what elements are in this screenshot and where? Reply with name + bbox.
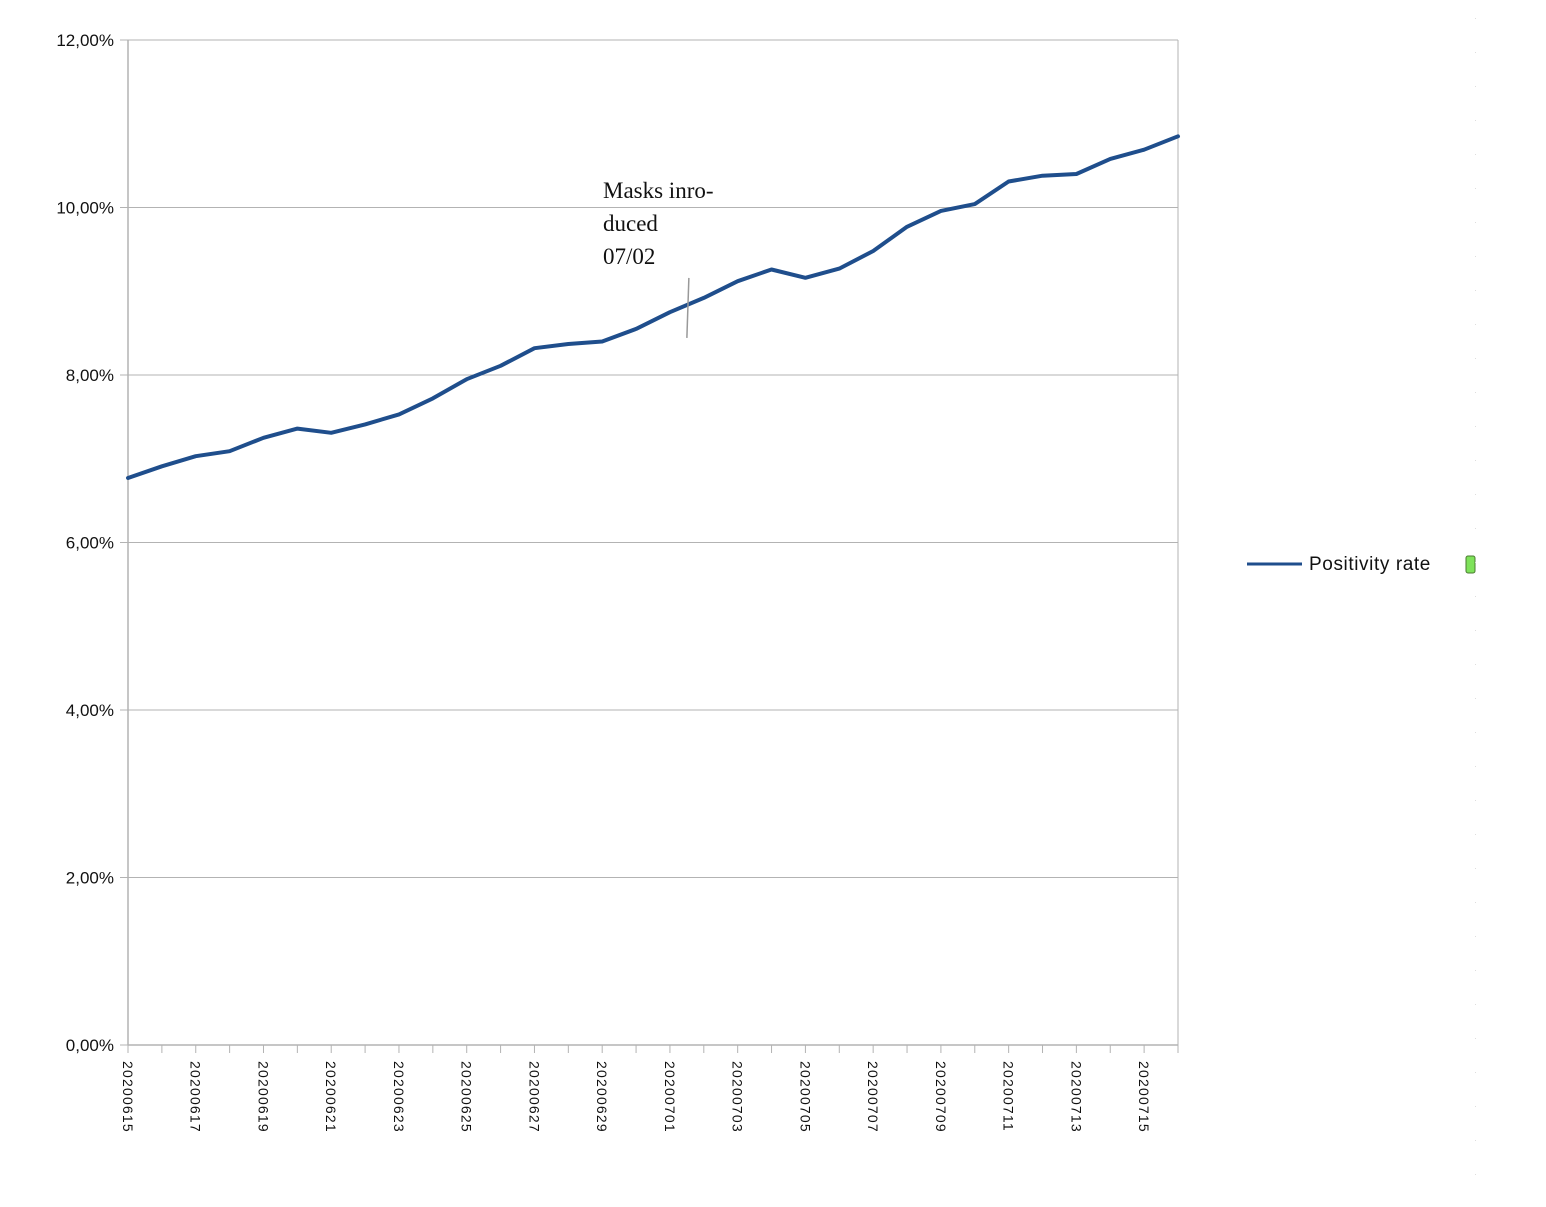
border-dot [1475,290,1476,291]
border-dot [1475,222,1476,223]
border-dot [1475,460,1476,461]
series-layer [126,134,1180,480]
border-dot [1475,970,1476,971]
x-tick-label: 20200701 [662,1061,678,1133]
border-dot [1475,1072,1476,1073]
border-dot [1475,1140,1476,1141]
y-axis-ticks: 0,00% 2,00% 4,00% 6,00% 8,00% 10,00% 12,00% [56,31,128,1055]
y-tick-label: 2,00% [66,869,114,888]
x-tick-label: 20200711 [1001,1061,1017,1132]
border-dot [1475,766,1476,767]
border-dot [1475,1038,1476,1039]
border-dot [1475,426,1476,427]
x-tick-label: 20200703 [730,1061,746,1133]
gridlines [128,39,1178,878]
border-dot [1475,324,1476,325]
border-dot [1475,664,1476,665]
y-tick-label: 8,00% [66,366,114,385]
border-dot [1475,528,1476,529]
x-tick-label: 20200621 [323,1061,339,1133]
border-dot [1475,392,1476,393]
border-dot [1475,868,1476,869]
border-dot [1475,936,1476,937]
x-tick-label: 20200617 [188,1061,204,1133]
x-tick-label: 20200629 [594,1061,610,1133]
x-tick-label: 20200623 [391,1061,407,1133]
border-dot [1475,1004,1476,1005]
border-dot [1475,630,1476,631]
border-dot [1475,154,1476,155]
border-dot [1475,120,1476,121]
border-dot [1475,1174,1476,1175]
x-tick-label: 20200627 [526,1061,542,1133]
legend-green-marker [1465,555,1476,574]
border-dot [1475,562,1476,563]
annotation-line-2: duced [603,211,658,236]
x-tick-label: 20200715 [1136,1061,1152,1133]
x-tick-label: 20200705 [797,1061,813,1133]
x-tick-label: 20200713 [1068,1061,1084,1133]
border-dot [1475,18,1476,19]
annotation-line-1: Masks inro- [603,178,714,203]
right-edge-dotted-border [1475,18,1476,1175]
annotation-line-3: 07/02 [603,244,655,269]
border-dot [1475,698,1476,699]
y-tick-label: 12,00% [56,31,114,50]
x-tick-label: 20200625 [459,1061,475,1133]
y-tick-label: 6,00% [66,534,114,553]
border-dot [1475,800,1476,801]
border-dot [1475,596,1476,597]
annotation-marker-line [686,277,690,338]
border-dot [1475,86,1476,87]
border-dot [1475,256,1476,257]
x-tick-label: 20200619 [255,1061,271,1133]
border-dot [1475,188,1476,189]
border-dot [1475,834,1476,835]
border-dot [1475,358,1476,359]
series-line [126,134,1180,480]
border-dot [1475,902,1476,903]
border-dot [1475,494,1476,495]
border-dot [1475,52,1476,53]
y-tick-label: 4,00% [66,701,114,720]
x-tick-label: 20200615 [120,1061,136,1133]
border-dot [1475,1106,1476,1107]
y-tick-label: 0,00% [66,1036,114,1055]
x-tick-label: 20200707 [865,1061,881,1133]
border-dot [1475,732,1476,733]
y-tick-label: 10,00% [56,199,114,218]
annotation: Masks inro- duced 07/02 [603,178,714,338]
x-tick-label: 20200709 [933,1061,949,1133]
legend-label: Positivity rate [1309,554,1431,575]
x-axis-ticks: 20200615 20200617 20200619 20200621 20200623… [120,1045,1179,1133]
legend: Positivity rate [1247,554,1476,575]
